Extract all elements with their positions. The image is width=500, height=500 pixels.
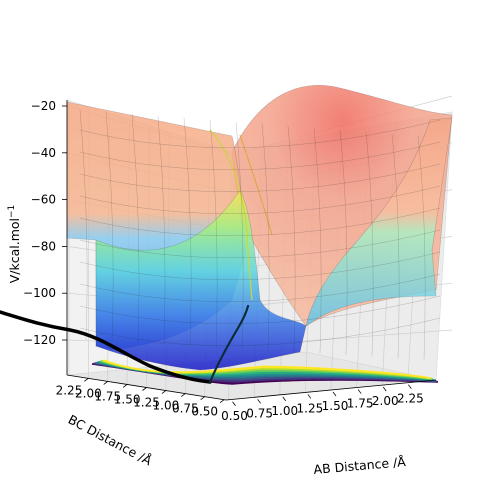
wireframe-line	[79, 273, 441, 303]
y-tick-mark	[84, 378, 89, 382]
x-tick-mark	[382, 386, 387, 392]
x-tick-label: 1.75	[347, 397, 374, 411]
surface-wireframe	[79, 109, 441, 360]
wireframe-line	[79, 185, 441, 215]
x-tick-mark	[282, 396, 287, 402]
wireframe-line	[417, 135, 426, 360]
y-tick-mark	[219, 399, 225, 404]
y-tick-mark	[142, 387, 147, 391]
x-tick-label: 1.00	[271, 404, 298, 418]
y-tick-label: 2.25	[56, 383, 83, 397]
x-tick-mark	[332, 391, 337, 397]
wireframe-line	[79, 317, 441, 347]
contour-line	[103, 359, 431, 379]
wireframe-line	[391, 133, 400, 359]
z-tick-label: −40	[31, 146, 56, 160]
x-tick-label: 1.25	[297, 401, 324, 415]
y-tick-label: 2.00	[75, 386, 102, 400]
reaction-trajectory	[0, 304, 250, 384]
y-tick-label: 1.25	[133, 396, 160, 410]
x-axis-ticks: 0.500.751.001.251.501.752.002.25	[221, 384, 424, 423]
y-tick-mark	[122, 384, 128, 388]
y-axis-label: BC Distance /Å	[66, 412, 155, 469]
x-tick-mark	[357, 389, 362, 394]
y-tick-mark	[161, 390, 167, 394]
y-tick-mark	[103, 381, 108, 385]
y-tick-mark	[181, 393, 186, 397]
wireframe-line	[79, 295, 441, 325]
x-tick-label: 2.25	[397, 392, 424, 406]
wireframe-line	[79, 109, 88, 341]
x-tick-mark	[232, 401, 236, 406]
y-tick-label: 1.75	[94, 389, 121, 403]
z-tick-label: −100	[23, 286, 56, 300]
y-tick-label: 0.50	[191, 405, 218, 419]
y-tick-label: 1.50	[114, 393, 141, 407]
z-tick-label: −20	[31, 99, 56, 113]
x-tick-label: 0.75	[246, 406, 273, 420]
wireframe-line	[261, 123, 270, 351]
wireframe-line	[287, 125, 296, 353]
wireframe-line	[313, 127, 322, 354]
z-tick-label: −80	[31, 239, 56, 253]
y-tick-mark	[200, 396, 205, 400]
wireframe-line	[339, 129, 348, 356]
z-axis-label: V/kcal.mol−1	[7, 205, 22, 284]
z-axis-label-sup: −1	[7, 205, 17, 218]
wireframe-line	[79, 207, 441, 237]
x-tick-mark	[257, 399, 261, 404]
x-tick-label: 1.50	[322, 399, 349, 413]
energy-surface	[66, 85, 453, 371]
z-axis-ticks: −120 −100 −80 −60 −40 −20	[23, 99, 67, 347]
z-tick-label: −120	[23, 333, 56, 347]
wireframe-line	[79, 119, 441, 149]
x-tick-mark	[408, 384, 412, 389]
x-axis-label: AB Distance /Å	[313, 454, 407, 477]
z-tick-label: −60	[31, 193, 56, 207]
wireframe-line	[79, 163, 441, 193]
y-tick-label: 0.75	[172, 402, 199, 416]
wireframe-line	[79, 251, 441, 281]
wireframe-line	[105, 111, 114, 342]
y-tick-label: 1.00	[153, 399, 180, 413]
contour-projection	[91, 359, 439, 385]
x-tick-mark	[307, 394, 312, 399]
wireframe-line	[79, 141, 441, 171]
wireframe-line	[131, 113, 140, 344]
x-tick-label: 0.50	[221, 409, 248, 423]
y-axis-ticks: 0.500.751.001.251.501.752.002.25	[56, 378, 225, 419]
wireframe-line	[365, 131, 374, 357]
wireframe-line	[79, 229, 441, 259]
wireframe-line	[209, 119, 218, 348]
z-axis-label-main: V/kcal.mol	[7, 218, 22, 283]
wireframe-line	[183, 117, 192, 347]
x-tick-label: 2.00	[372, 394, 399, 408]
wireframe-line	[157, 115, 166, 345]
